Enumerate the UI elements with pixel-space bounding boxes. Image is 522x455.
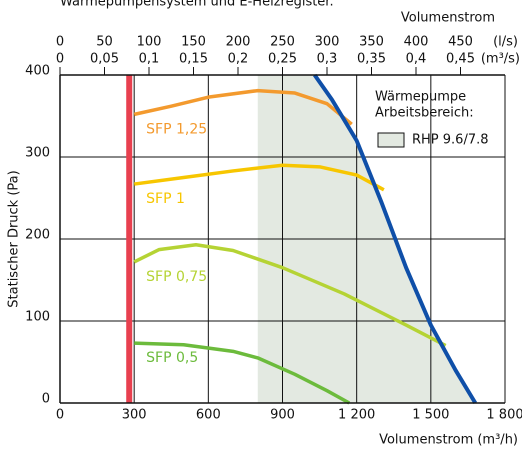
series-line [134,341,351,405]
series-line [133,88,353,126]
legend-swatch [377,132,405,148]
x3-tick-label: 0,25 [268,52,297,67]
top-axis-label: Volumenstrom [401,11,495,26]
x2-unit: (l/s) [493,35,518,50]
x3-tick-label: 0,05 [90,52,119,67]
x2-tick-label: 50 [96,35,113,50]
x-axis-label: Volumenstrom (m³/h) [379,433,518,448]
x-tick-label: 1 200 [338,408,375,423]
series-label: SFP 1 [146,191,185,207]
x3-tick-label: 0,4 [406,52,427,67]
series-line [133,163,385,192]
series-line [133,242,447,348]
x3-tick-label: 0,3 [317,52,338,67]
x-tick-label: 1 500 [412,408,449,423]
x-tick-label: 0 [56,408,64,423]
x-tick-label: 900 [270,408,295,423]
legend-title: Wärmepumpe [375,90,466,105]
series-label: SFP 0,5 [146,350,198,366]
y-tick-label: 400 [25,64,50,79]
x-tick-label: 300 [122,408,147,423]
legend-label: RHP 9.6/7.8 [412,133,489,148]
x2-tick-label: 350 [359,35,384,50]
x2-tick-label: 250 [270,35,295,50]
y-tick-label: 100 [25,310,50,325]
x2-tick-label: 200 [226,35,251,50]
x3-tick-label: 0 [56,52,64,67]
series-line [313,73,478,405]
y-tick-label: 200 [25,228,50,243]
x3-tick-label: 0,2 [228,52,249,67]
x3-tick-label: 0,45 [446,52,475,67]
x2-tick-label: 400 [404,35,429,50]
series-label: SFP 1,25 [146,121,207,137]
x3-tick-label: 0,15 [179,52,208,67]
chart-title: Wärmepumpensystem und E-Heizregister. [60,0,334,10]
x2-tick-label: 300 [315,35,340,50]
x-tick-label: 600 [196,408,221,423]
x2-tick-label: 450 [448,35,473,50]
y-axis-label: Statischer Druck (Pa) [7,170,22,307]
series-label: SFP 0,75 [146,269,207,285]
x3-tick-label: 0,35 [357,52,386,67]
x2-tick-label: 100 [137,35,162,50]
x3-unit: (m³/s) [481,52,520,67]
y-tick-label: 0 [42,392,50,407]
x3-tick-label: 0,1 [139,52,160,67]
x-tick-label: 1 800 [486,408,522,423]
x2-tick-label: 150 [181,35,206,50]
legend-subtitle: Arbeitsbereich: [375,106,474,121]
y-tick-label: 300 [25,146,50,161]
x2-tick-label: 0 [56,35,64,50]
